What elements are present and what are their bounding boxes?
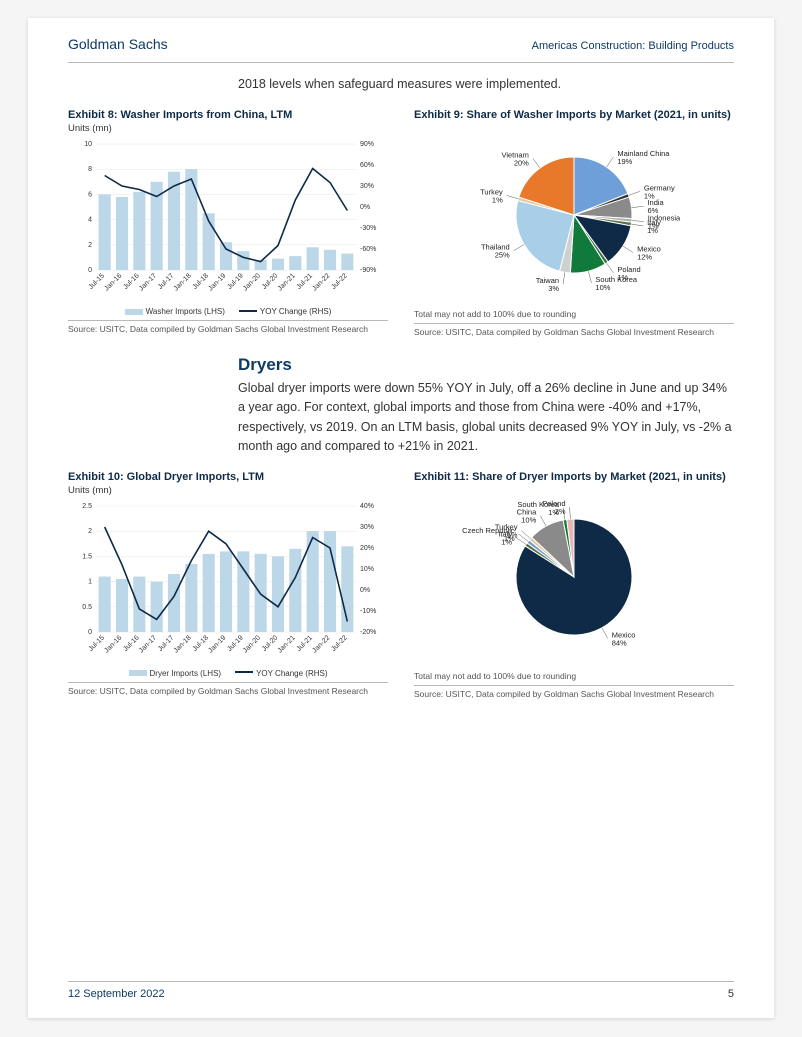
svg-text:Jan-21: Jan-21 (277, 272, 297, 292)
svg-text:10%: 10% (595, 283, 610, 292)
svg-text:Jan-16: Jan-16 (103, 272, 123, 292)
svg-text:8: 8 (88, 166, 92, 173)
svg-text:10: 10 (84, 141, 92, 148)
svg-text:Jan-22: Jan-22 (311, 634, 331, 654)
svg-text:1: 1 (88, 578, 92, 585)
svg-text:0%: 0% (360, 587, 370, 594)
svg-text:0: 0 (88, 629, 92, 636)
exhibit-11-note: Total may not add to 100% due to roundin… (414, 671, 734, 681)
exhibit-8-title: Exhibit 8: Washer Imports from China, LT… (68, 109, 388, 121)
svg-text:-90%: -90% (360, 267, 376, 274)
svg-text:1%: 1% (492, 195, 503, 204)
brand-name: Goldman Sachs (68, 36, 168, 52)
svg-text:90%: 90% (360, 141, 374, 148)
svg-text:Jan-17: Jan-17 (138, 634, 158, 654)
svg-text:Jul-22: Jul-22 (330, 634, 349, 653)
exhibit-8-legend: Washer Imports (LHS) YOY Change (RHS) (68, 307, 388, 316)
svg-text:Jan-19: Jan-19 (207, 272, 227, 292)
exhibit-10-legend: Dryer Imports (LHS) YOY Change (RHS) (68, 669, 388, 678)
svg-text:Jan-16: Jan-16 (103, 634, 123, 654)
svg-text:0: 0 (88, 267, 92, 274)
legend-line: YOY Change (RHS) (260, 307, 331, 316)
svg-text:Jan-20: Jan-20 (242, 272, 262, 292)
exhibit-9: Exhibit 9: Share of Washer Imports by Ma… (414, 109, 734, 337)
svg-text:1.5: 1.5 (82, 553, 92, 560)
svg-text:-10%: -10% (360, 608, 376, 615)
svg-text:Jan-17: Jan-17 (138, 272, 158, 292)
svg-text:30%: 30% (360, 183, 374, 190)
svg-text:84%: 84% (612, 638, 627, 647)
svg-text:10%: 10% (360, 566, 374, 573)
svg-text:Jul-22: Jul-22 (330, 272, 349, 291)
exhibit-9-chart: Vietnam20%Turkey1%Thailand25%Taiwan3%Mai… (414, 123, 734, 298)
row-2: Exhibit 10: Global Dryer Imports, LTM Un… (68, 471, 734, 699)
svg-text:Jan-18: Jan-18 (173, 272, 193, 292)
svg-text:-30%: -30% (360, 225, 376, 232)
svg-text:1%: 1% (548, 507, 559, 516)
dryers-body: Global dryer imports were down 55% YOY i… (238, 379, 734, 457)
svg-text:Jan-21: Jan-21 (277, 634, 297, 654)
exhibit-11-source: Source: USITC, Data compiled by Goldman … (414, 685, 734, 699)
svg-text:19%: 19% (617, 157, 632, 166)
exhibit-8: Exhibit 8: Washer Imports from China, LT… (68, 109, 388, 337)
exhibit-10-source: Source: USITC, Data compiled by Goldman … (68, 682, 388, 696)
svg-text:30%: 30% (360, 524, 374, 531)
legend-bars-10: Dryer Imports (LHS) (150, 669, 222, 678)
exhibit-10-subtitle: Units (mn) (68, 485, 388, 496)
svg-text:25%: 25% (495, 251, 510, 260)
exhibit-11-title: Exhibit 11: Share of Dryer Imports by Ma… (414, 471, 734, 483)
legend-bars: Washer Imports (LHS) (146, 307, 225, 316)
svg-text:2.5: 2.5 (82, 503, 92, 510)
svg-text:1%: 1% (501, 537, 512, 546)
svg-text:20%: 20% (360, 545, 374, 552)
section-name: Americas Construction: Building Products (532, 40, 734, 52)
page-header: Goldman Sachs Americas Construction: Bui… (68, 36, 734, 63)
svg-text:12%: 12% (637, 253, 652, 262)
svg-text:6: 6 (88, 191, 92, 198)
legend-line-10: YOY Change (RHS) (256, 669, 327, 678)
svg-text:-20%: -20% (360, 629, 376, 636)
footer-page: 5 (728, 988, 734, 1000)
exhibit-10-title: Exhibit 10: Global Dryer Imports, LTM (68, 471, 388, 483)
svg-text:2: 2 (88, 242, 92, 249)
exhibit-9-source: Source: USITC, Data compiled by Goldman … (414, 323, 734, 337)
svg-text:4: 4 (88, 217, 92, 224)
page-footer: 12 September 2022 5 (68, 981, 734, 1000)
intro-line: 2018 levels when safeguard measures were… (238, 77, 734, 91)
svg-text:Jan-18: Jan-18 (173, 634, 193, 654)
exhibit-10-chart: 00.511.522.5-20%-10%0%10%20%30%40%Jul-15… (68, 500, 388, 660)
svg-text:40%: 40% (360, 503, 374, 510)
page: Goldman Sachs Americas Construction: Bui… (28, 18, 774, 1018)
svg-text:Jan-20: Jan-20 (242, 634, 262, 654)
exhibit-8-subtitle: Units (mn) (68, 123, 388, 134)
exhibit-9-title: Exhibit 9: Share of Washer Imports by Ma… (414, 109, 734, 121)
svg-text:20%: 20% (514, 158, 529, 167)
dryers-heading: Dryers (238, 355, 734, 375)
svg-text:1%: 1% (647, 226, 658, 235)
exhibit-11-chart: Poland2%South Korea1%China10%Turkey1%Cze… (414, 485, 734, 660)
exhibit-10: Exhibit 10: Global Dryer Imports, LTM Un… (68, 471, 388, 699)
exhibit-11: Exhibit 11: Share of Dryer Imports by Ma… (414, 471, 734, 699)
svg-text:3%: 3% (548, 284, 559, 293)
svg-text:60%: 60% (360, 162, 374, 169)
exhibit-8-chart: 0246810-90%-60%-30%0%30%60%90%Jul-15Jan-… (68, 138, 388, 298)
exhibit-9-note: Total may not add to 100% due to roundin… (414, 309, 734, 319)
svg-text:Jan-19: Jan-19 (207, 634, 227, 654)
svg-text:Jan-22: Jan-22 (311, 272, 331, 292)
footer-date: 12 September 2022 (68, 988, 165, 1000)
svg-text:10%: 10% (521, 515, 536, 524)
svg-text:2: 2 (88, 528, 92, 535)
svg-text:0%: 0% (360, 204, 370, 211)
svg-text:-60%: -60% (360, 246, 376, 253)
svg-text:0.5: 0.5 (82, 603, 92, 610)
row-1: Exhibit 8: Washer Imports from China, LT… (68, 109, 734, 337)
exhibit-8-source: Source: USITC, Data compiled by Goldman … (68, 320, 388, 334)
